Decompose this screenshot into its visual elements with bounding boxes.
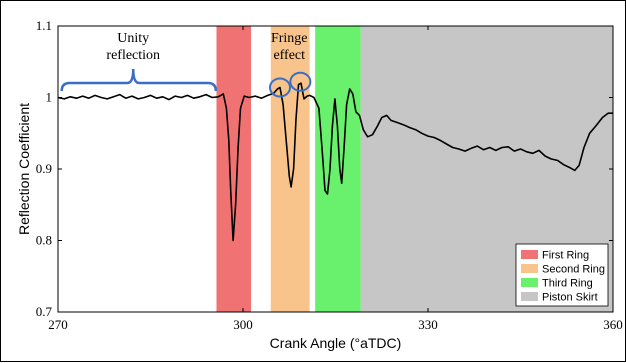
x-tick-label: 360	[603, 317, 623, 332]
annotation-unity-reflection-line-2: reflection	[106, 48, 160, 63]
fringe-circle-1	[269, 77, 291, 98]
legend-label-third-ring: Third Ring	[542, 278, 593, 290]
region-band-third-ring	[315, 26, 361, 312]
legend-label-first-ring: First Ring	[542, 250, 589, 262]
legend-swatch-first-ring	[521, 250, 538, 259]
axis-ticks: 270 300 330 360 0.7 0.8 0.9 1 1.1	[36, 18, 623, 332]
y-tick-label: 1	[46, 90, 53, 105]
region-band-second-ring	[270, 26, 310, 312]
y-axis-label: Reflection Coefficient	[16, 103, 32, 235]
y-tick-label: 0.9	[36, 161, 52, 176]
legend-label-piston-skirt: Piston Skirt	[542, 292, 598, 304]
legend-swatch-third-ring	[521, 278, 538, 287]
annotation-unity-reflection-line-1: Unity	[117, 31, 149, 46]
y-tick-label: 1.1	[36, 18, 52, 33]
legend-label-second-ring: Second Ring	[542, 264, 605, 276]
series-line-1	[57, 82, 613, 242]
annotation-fringe-effect-line-2: effect	[273, 48, 305, 63]
unity-reflection-brace	[60, 68, 218, 92]
legend-swatch-second-ring	[521, 264, 538, 273]
series-lines	[57, 82, 613, 242]
x-tick-label: 300	[233, 317, 253, 332]
x-tick-label: 270	[48, 317, 68, 332]
y-tick-label: 0.8	[36, 233, 52, 248]
x-axis-label: Crank Angle (°aTDC)	[270, 335, 402, 351]
y-tick-label: 0.7	[36, 304, 53, 319]
x-tick-label: 330	[418, 317, 438, 332]
fringe-circle-2	[289, 71, 312, 92]
annotation-fringe-effect-line-1: Fringe	[271, 31, 308, 46]
legend: First Ring Second Ring Third Ring Piston Sk…	[515, 243, 609, 307]
annotations: Unity reflection Fringe effect	[60, 31, 312, 98]
legend-swatch-piston-skirt	[521, 292, 538, 301]
region-band-first-ring	[216, 26, 252, 312]
